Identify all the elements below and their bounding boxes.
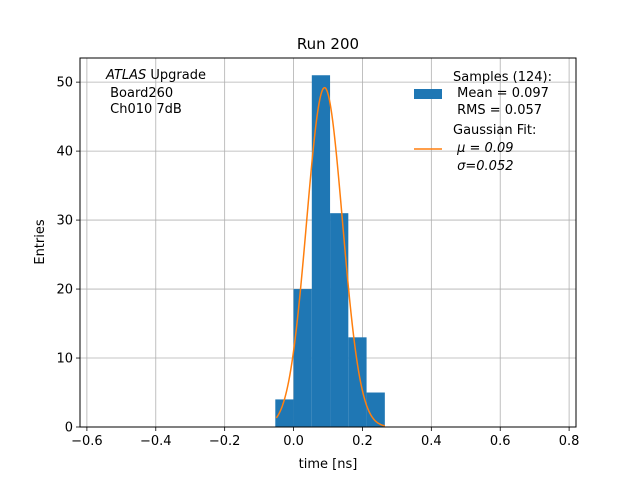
histogram-bars	[275, 75, 385, 428]
annotation-line-1: ATLAS Upgrade	[105, 68, 206, 83]
legend-samples-swatch	[414, 89, 442, 99]
legend-fit-line-2: μ = 0.09	[453, 141, 514, 156]
legend-samples-line-3: RMS = 0.057	[453, 103, 542, 118]
histogram-bar	[275, 399, 294, 427]
y-tick-label: 10	[56, 352, 73, 367]
axis-ticks: −0.6 −0.4 −0.2 0.0 0.2 0.4 0.6 0.8 0 10 20 30 40 50	[56, 76, 579, 449]
histogram-bar	[311, 75, 331, 428]
gaussian-fit	[275, 86, 386, 427]
x-tick-label: 0.2	[352, 434, 373, 449]
atlas-annotation: ATLAS Upgrade Board260 Ch010 7dB	[105, 68, 206, 117]
legend-samples-line-2: Mean = 0.097	[453, 86, 549, 101]
legend-samples-line-1: Samples (124):	[453, 70, 552, 85]
x-tick-label: 0.4	[421, 434, 442, 449]
y-tick-label: 0	[65, 421, 73, 436]
y-axis-label: Entries	[33, 219, 48, 265]
x-tick-label: −0.6	[71, 434, 103, 449]
histogram-bar	[348, 337, 367, 427]
axes-frame	[79, 57, 577, 428]
legend: Samples (124): Mean = 0.097 RMS = 0.057 …	[414, 70, 552, 174]
x-tick-label: 0.8	[559, 434, 580, 449]
chart-title: Run 200	[297, 35, 359, 53]
x-tick-label: 0.0	[283, 434, 304, 449]
annotation-line-3: Ch010 7dB	[106, 102, 182, 117]
x-tick-label: 0.6	[490, 434, 511, 449]
atlas-label: ATLAS	[105, 68, 146, 83]
x-tick-label: −0.2	[209, 434, 241, 449]
y-tick-label: 30	[56, 214, 73, 229]
histogram-bar	[330, 213, 349, 427]
legend-fit-line-1: Gaussian Fit:	[453, 123, 536, 138]
y-tick-label: 20	[56, 283, 73, 298]
annotation-line-2: Board260	[106, 86, 173, 101]
y-tick-label: 40	[56, 145, 73, 160]
histogram-bar	[366, 392, 385, 427]
legend-fit-line-3: σ=0.052	[453, 159, 513, 174]
gaussian-fit-line	[275, 86, 386, 427]
upgrade-label: Upgrade	[146, 68, 206, 83]
x-tick-label: −0.4	[140, 434, 172, 449]
y-tick-label: 50	[56, 76, 73, 91]
histogram-bar	[293, 289, 312, 427]
x-axis-label: time [ns]	[299, 457, 358, 472]
